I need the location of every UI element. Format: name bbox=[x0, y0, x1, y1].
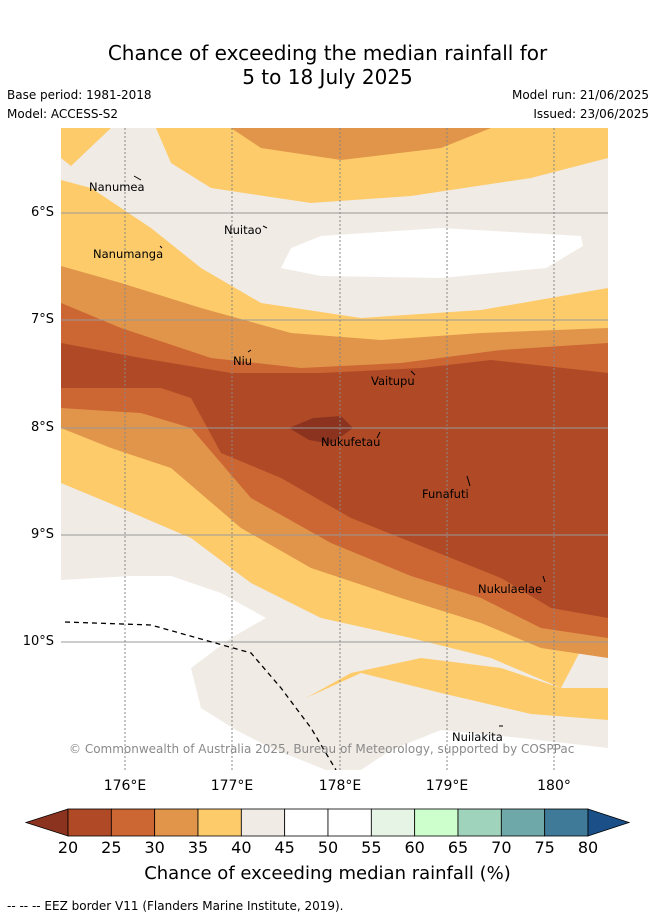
colorbar-cell bbox=[110, 808, 156, 837]
lat-label-10s: 10°S bbox=[22, 634, 54, 649]
band-30-top bbox=[231, 128, 491, 160]
lat-label-7s: 7°S bbox=[30, 312, 54, 327]
colorbar-tick-label: 75 bbox=[534, 838, 555, 857]
colorbar-tick-label: 45 bbox=[274, 838, 295, 857]
lon-label-179e: 179°E bbox=[425, 778, 469, 794]
rainfall-map bbox=[61, 128, 608, 770]
colorbar-tick-label: 35 bbox=[187, 838, 209, 857]
colorbar-cell bbox=[327, 808, 372, 837]
lon-label-176e: 176°E bbox=[103, 778, 147, 794]
eez-legend-note: -- -- -- EEZ border V11 (Flanders Marine… bbox=[7, 899, 344, 913]
latitude-gridlines bbox=[61, 212, 608, 643]
island-markers bbox=[133, 175, 546, 727]
island-label-nuilakita: Nuilakita bbox=[452, 730, 503, 744]
colorbar-tick-label: 50 bbox=[317, 838, 339, 857]
base-period-label: Base period: 1981-2018 bbox=[7, 88, 152, 102]
lon-label-180: 180° bbox=[537, 778, 571, 794]
map-title-line1: Chance of exceeding the median rainfall … bbox=[107, 41, 548, 65]
colorbar-cell bbox=[284, 808, 329, 837]
island-label-nuitao: Nuitao bbox=[224, 223, 262, 237]
copyright-credit: © Commonwealth of Australia 2025, Bureau… bbox=[69, 742, 575, 756]
colorbar-cells bbox=[24, 808, 631, 837]
colorbar-tick-label: 70 bbox=[491, 838, 512, 857]
lon-label-177e: 177°E bbox=[210, 778, 254, 794]
band-15-spot bbox=[289, 416, 353, 444]
colorbar-cell bbox=[154, 808, 199, 837]
issued-label: Issued: 23/06/2025 bbox=[533, 107, 649, 121]
colorbar-cell bbox=[240, 808, 286, 837]
band-35-south bbox=[306, 658, 608, 720]
island-label-nukufetau: Nukufetau bbox=[321, 435, 381, 449]
white-patch-southeast bbox=[361, 730, 608, 770]
colorbar-tick-label: 65 bbox=[447, 838, 469, 857]
model-label: Model: ACCESS-S2 bbox=[7, 107, 119, 121]
island-label-nanumea: Nanumea bbox=[89, 180, 145, 194]
colorbar-tick-label: 55 bbox=[361, 838, 382, 857]
lat-label-8s: 8°S bbox=[30, 420, 54, 435]
island-label-funafuti: Funafuti bbox=[422, 487, 469, 501]
model-run-label: Model run: 21/06/2025 bbox=[511, 88, 649, 102]
colorbar-tick-label: 30 bbox=[144, 838, 165, 857]
colorbar-extend-high bbox=[587, 808, 631, 837]
colorbar-cell bbox=[457, 808, 502, 837]
white-patch-north bbox=[281, 228, 583, 278]
island-label-vaitupu: Vaitupu bbox=[371, 374, 415, 388]
band-35-topleft bbox=[61, 128, 111, 166]
lat-label-9s: 9°S bbox=[30, 527, 54, 542]
band-20-core bbox=[61, 343, 608, 618]
colorbar-cell bbox=[197, 808, 242, 837]
longitude-gridlines bbox=[124, 128, 555, 770]
island-label-niu: Niu bbox=[233, 354, 253, 368]
colorbar-cell bbox=[370, 808, 416, 837]
colorbar-tick-label: 20 bbox=[57, 838, 79, 857]
colorbar-tick-label: 25 bbox=[101, 838, 122, 857]
colorbar-tick-label: 60 bbox=[404, 838, 425, 857]
colorbar-cell bbox=[544, 808, 589, 837]
island-label-nanumanga: Nanumanga bbox=[93, 247, 164, 261]
colorbar-cell bbox=[500, 808, 546, 837]
colorbar-tick-label: 80 bbox=[577, 838, 599, 857]
white-patch-south bbox=[61, 576, 326, 770]
colorbar-label: Chance of exceeding median rainfall (%) bbox=[144, 863, 511, 884]
colorbar-cell bbox=[67, 808, 112, 837]
colorbar-cell bbox=[414, 808, 459, 837]
lon-label-178e: 178°E bbox=[318, 778, 362, 794]
colorbar bbox=[24, 808, 631, 837]
lat-label-6s: 6°S bbox=[30, 205, 54, 220]
colorbar-tick-label: 40 bbox=[231, 838, 252, 857]
island-label-nukulaelae: Nukulaelae bbox=[478, 582, 543, 596]
colorbar-extend-low bbox=[24, 808, 69, 837]
map-title-line2: 5 to 18 July 2025 bbox=[242, 65, 413, 89]
